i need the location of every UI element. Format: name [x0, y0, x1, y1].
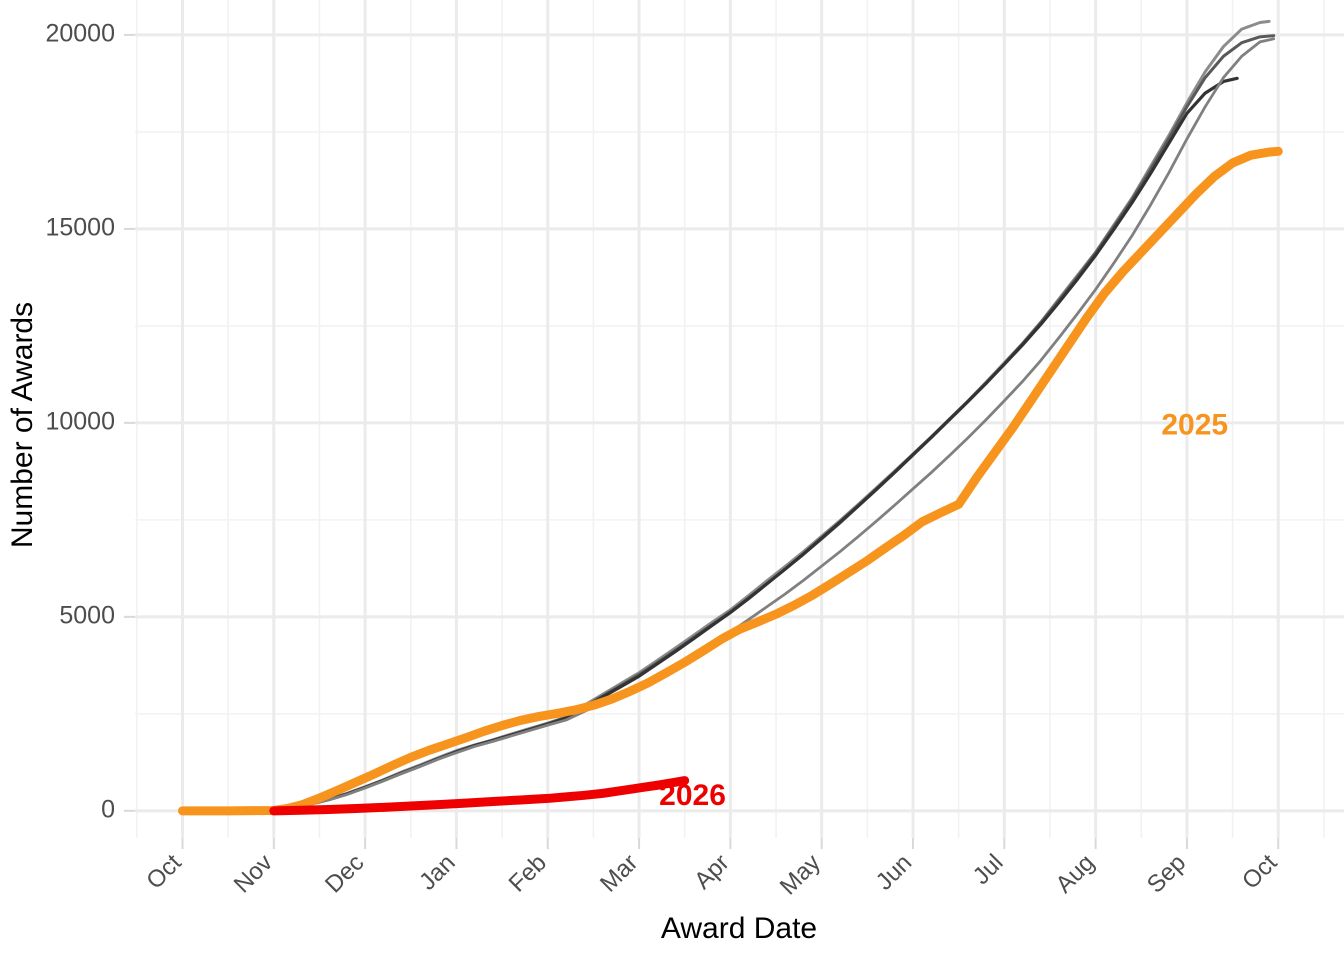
- x-tick-label: Oct: [141, 849, 187, 895]
- x-axis-tick-labels: Oct Nov Dec Jan Feb Mar Apr May Jun Jul Aug Sep Oct: [141, 849, 1282, 900]
- x-tick-label: Apr: [689, 849, 735, 895]
- y-axis-title: Number of Awards: [6, 302, 39, 548]
- x-tick-label: Nov: [229, 849, 278, 898]
- plot-panel-background: [135, 0, 1344, 838]
- y-tick-label: 15000: [45, 214, 115, 242]
- y-tick-label: 20000: [45, 20, 115, 48]
- y-tick-label: 5000: [59, 601, 115, 629]
- y-minor-gridlines: [135, 131, 1344, 715]
- x-minor-gridlines: [136, 0, 1325, 838]
- x-tick-label: Mar: [595, 849, 643, 897]
- series-line-2024: [181, 37, 1276, 813]
- x-tick-label: Dec: [320, 849, 369, 898]
- y-tick-label: 0: [101, 795, 115, 823]
- series-annotation-2026: 2026: [659, 779, 726, 812]
- y-tick-label: 10000: [45, 407, 115, 435]
- y-axis-tick-labels: 0 5000 10000 15000 20000: [45, 20, 115, 824]
- x-major-gridlines: [180, 0, 1280, 838]
- x-tick-label: Feb: [504, 849, 552, 897]
- data-series-group: [177, 19, 1283, 816]
- x-tick-label: Jul: [968, 849, 1009, 890]
- x-tick-label: Sep: [1142, 849, 1191, 898]
- x-tick-label: Jun: [871, 849, 917, 895]
- x-axis-tickmarks: [181, 838, 1280, 849]
- x-tick-label: Oct: [1237, 849, 1283, 895]
- x-tick-label: Aug: [1051, 849, 1100, 898]
- series-line-2025: [177, 146, 1283, 816]
- series-line-2026: [269, 776, 690, 816]
- series-annotation-2025: 2025: [1161, 409, 1228, 442]
- x-tick-label: Jan: [414, 849, 460, 895]
- x-axis-title: Award Date: [661, 912, 817, 945]
- x-tick-label: May: [775, 849, 826, 900]
- y-axis-tickmarks: [124, 33, 135, 812]
- series-inline-labels: 2025 2026: [659, 409, 1228, 813]
